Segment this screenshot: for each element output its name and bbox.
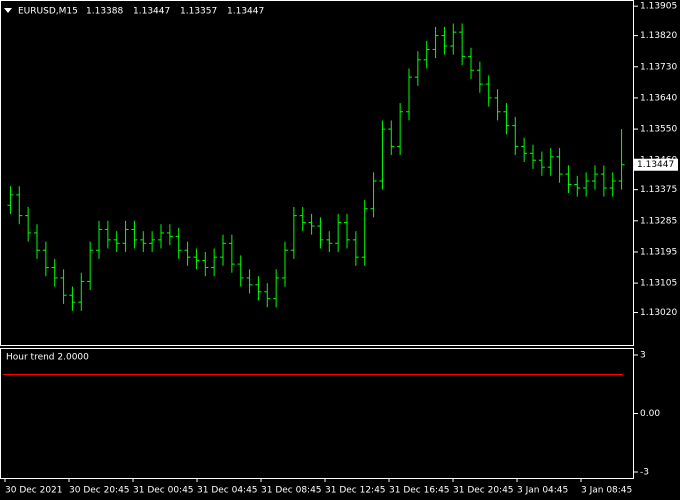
x-tick-label: 30 Dec 2021 bbox=[5, 486, 63, 496]
last-price-tag bbox=[634, 158, 678, 171]
x-tick-label: 31 Dec 08:45 bbox=[261, 486, 322, 496]
indicator-y-tick-label: 3 bbox=[640, 351, 646, 361]
symbol: EURUSD,M15 bbox=[18, 7, 78, 17]
y-tick-label: 1.13640 bbox=[640, 93, 677, 103]
y-tick-label: 1.13730 bbox=[640, 62, 677, 72]
main-panel-border bbox=[0, 0, 634, 346]
x-tick-label: 30 Dec 20:45 bbox=[69, 486, 130, 496]
y-tick-label: 1.13105 bbox=[640, 279, 677, 289]
quote-value: 1.13447 bbox=[133, 7, 170, 17]
y-tick-label: 1.13550 bbox=[640, 125, 677, 135]
x-tick-label: 31 Dec 12:45 bbox=[325, 486, 386, 496]
x-tick-label: 31 Dec 20:45 bbox=[453, 486, 514, 496]
y-tick-label: 1.13820 bbox=[640, 31, 677, 41]
quote-value: 1.13357 bbox=[180, 7, 217, 17]
quote-value: 1.13388 bbox=[86, 7, 123, 17]
x-tick-label: 3 Jan 04:45 bbox=[517, 486, 568, 496]
y-tick-label: 1.13905 bbox=[640, 2, 677, 12]
x-tick-label: 3 Jan 08:45 bbox=[581, 486, 632, 496]
y-tick-label: 1.13285 bbox=[640, 216, 677, 226]
y-tick-label: 1.13375 bbox=[640, 185, 677, 195]
x-tick-label: 31 Dec 00:45 bbox=[133, 486, 194, 496]
x-tick-label: 31 Dec 16:45 bbox=[389, 486, 450, 496]
indicator-panel-border bbox=[0, 348, 634, 479]
x-tick-label: 31 Dec 04:45 bbox=[197, 486, 258, 496]
indicator-y-tick-label: -3 bbox=[640, 468, 649, 478]
menu-arrow[interactable] bbox=[4, 8, 12, 13]
last-price-label: 1.13447 bbox=[637, 160, 674, 170]
y-tick-label: 1.13020 bbox=[640, 308, 677, 318]
y-tick-label: 1.13195 bbox=[640, 247, 677, 257]
indicator-y-tick-label: 0.00 bbox=[640, 409, 660, 419]
quote-value: 1.13447 bbox=[227, 7, 264, 17]
indicator-title: Hour trend 2.0000 bbox=[6, 353, 89, 363]
